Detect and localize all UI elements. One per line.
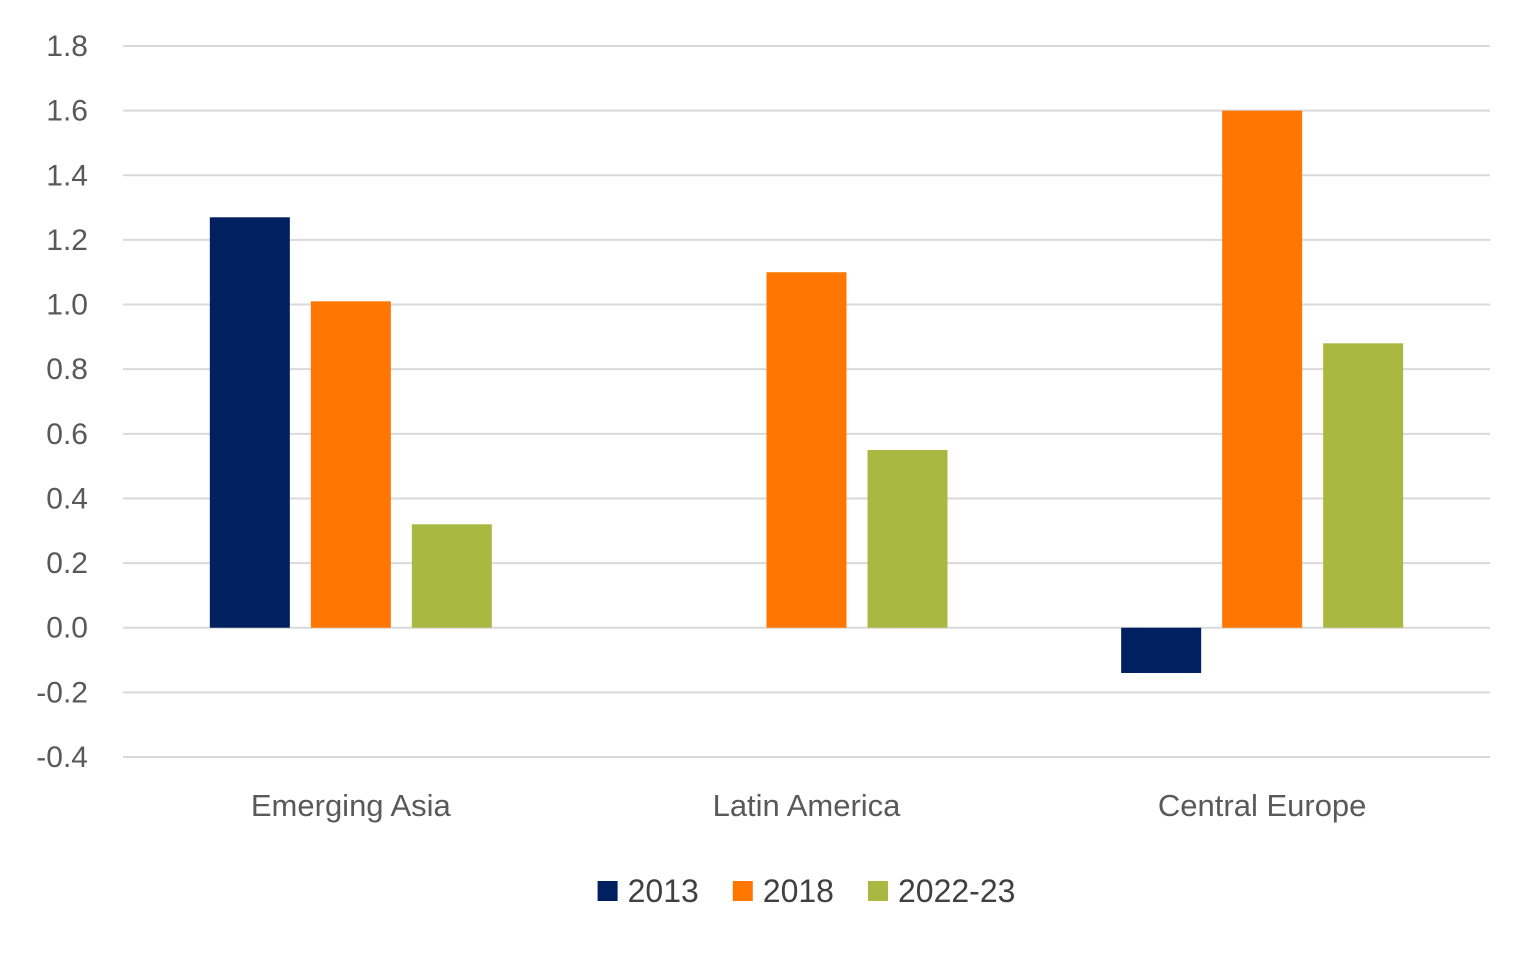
- y-tick-label: 0.2: [46, 547, 88, 580]
- x-axis-category-labels: Emerging Asia Latin America Central Europe: [251, 788, 1367, 823]
- y-tick-label: 0.6: [46, 418, 88, 451]
- y-tick-label: 1.4: [46, 159, 88, 192]
- bar-2018-latin-america: [766, 272, 847, 628]
- legend-label-2013: 2013: [628, 873, 699, 909]
- legend: 2013 2018 2022-23: [597, 873, 1015, 909]
- y-tick-label: 1.6: [46, 95, 88, 128]
- y-tick-label: -0.4: [36, 741, 88, 774]
- y-tick-label: 0.8: [46, 353, 88, 386]
- bar-2013-central-europe: [1121, 627, 1202, 673]
- legend-label-2018: 2018: [763, 873, 834, 909]
- x-category-label: Central Europe: [1158, 788, 1367, 823]
- bar-2018-central-europe: [1222, 110, 1303, 628]
- legend-swatch-2018: [732, 881, 753, 901]
- legend-swatch-2022-23: [867, 881, 888, 901]
- bar-2022-23-emerging-asia: [411, 524, 492, 628]
- x-category-label: Emerging Asia: [251, 788, 452, 823]
- legend-label-2022-23: 2022-23: [898, 873, 1015, 909]
- bar-2018-emerging-asia: [310, 301, 391, 628]
- y-tick-label: 0.4: [46, 482, 88, 515]
- y-axis-tick-labels: 1.8 1.6 1.4 1.2 1.0 0.8 0.6 0.4 0.2 0.0 -0.2 -0.4: [36, 30, 88, 774]
- y-tick-label: 1.8: [46, 30, 88, 63]
- bar-2022-23-latin-america: [867, 449, 948, 628]
- legend-swatch-2013: [597, 881, 618, 901]
- bar-2013-emerging-asia: [209, 217, 290, 628]
- bars: [209, 110, 1404, 673]
- y-tick-label: 1.0: [46, 289, 88, 322]
- y-tick-label: 0.0: [46, 612, 88, 645]
- bar-2022-23-central-europe: [1323, 343, 1404, 628]
- y-tick-label: -0.2: [36, 676, 88, 709]
- x-category-label: Latin America: [713, 788, 902, 823]
- y-tick-label: 1.2: [46, 224, 88, 257]
